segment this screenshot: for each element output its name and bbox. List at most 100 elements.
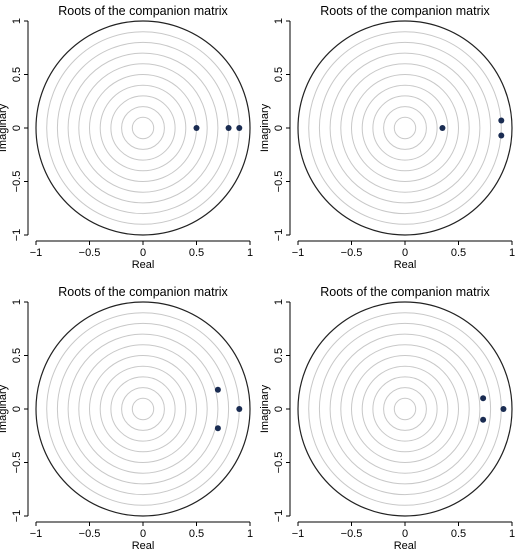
y-tick-label: −1 [11, 229, 23, 242]
root-point [214, 386, 221, 393]
root-point [500, 406, 507, 412]
x-tick-label: −0.5 [79, 528, 101, 540]
grid-circle [121, 387, 165, 431]
x-tick-label: 0 [402, 247, 408, 259]
root-point [193, 125, 200, 131]
root-point [498, 117, 505, 124]
grid-circle [393, 116, 417, 140]
unit-circle [297, 301, 513, 517]
grid-circle [110, 95, 176, 161]
y-axis-label: Imaginary [0, 384, 9, 433]
grid-circle [372, 95, 438, 161]
grid-circle [67, 333, 219, 485]
grid-circle [329, 333, 481, 485]
x-tick-label: 1 [509, 247, 515, 259]
x-tick-label: 0.5 [451, 528, 466, 540]
root-point [439, 125, 446, 131]
grid-circle [340, 344, 470, 474]
x-tick-label: −0.5 [341, 247, 363, 259]
y-tick-label: 1 [273, 18, 285, 24]
grid-circle [121, 106, 165, 150]
x-tick-label: 0.5 [451, 247, 466, 259]
grid-circle [56, 41, 230, 215]
root-point [480, 395, 487, 402]
y-tick-label: 0.5 [11, 67, 23, 82]
grid-circle [329, 52, 481, 204]
chart-panel-4: Roots of the companion matrix −1 −1 −0.5 −0.… [259, 285, 515, 552]
grid-circle [340, 63, 470, 193]
x-tick-label: −1 [30, 247, 43, 259]
grid-circle [361, 365, 449, 453]
grid-circle [110, 376, 176, 442]
grid-circle [78, 63, 208, 193]
x-axis-label: Real [132, 540, 155, 550]
x-tick-label: 0 [140, 528, 146, 540]
grid-circle [99, 365, 187, 453]
y-tick-label: 0 [273, 406, 285, 412]
chart-panel-3: Roots of the companion matrix −1 −1 −0.5 −0.… [0, 285, 253, 552]
x-tick-label: 1 [247, 247, 253, 259]
x-tick-label: −1 [30, 528, 43, 540]
chart-title: Roots of the companion matrix [320, 4, 490, 18]
grid-circle [131, 116, 155, 140]
y-tick-label: −0.5 [11, 171, 23, 193]
root-point [225, 125, 232, 131]
y-tick-label: 0 [11, 125, 23, 131]
y-tick-label: −0.5 [273, 452, 285, 474]
y-tick-label: −1 [273, 229, 285, 242]
chart-panel-2: Roots of the companion matrix −1 −1 −0.5 −0.… [259, 4, 515, 271]
y-tick-label: 0 [11, 406, 23, 412]
x-axis-label: Real [394, 540, 417, 550]
y-tick-label: 1 [11, 299, 23, 305]
y-tick-label: −0.5 [273, 171, 285, 193]
y-axis-label: Imaginary [259, 103, 271, 152]
grid-circle [318, 41, 492, 215]
x-tick-label: 0 [402, 528, 408, 540]
grid-circle [46, 312, 240, 506]
unit-circle [297, 20, 513, 236]
y-tick-label: 0.5 [273, 348, 285, 363]
chart-title: Roots of the companion matrix [58, 285, 228, 299]
y-tick-label: 0 [273, 125, 285, 131]
grid-circle [46, 31, 240, 225]
grid-circle [67, 52, 219, 204]
y-axis-label: Imaginary [259, 384, 271, 433]
y-tick-label: −0.5 [11, 452, 23, 474]
unit-circle [35, 301, 251, 517]
grid-circle [351, 74, 459, 182]
x-tick-label: 0.5 [189, 247, 204, 259]
x-tick-label: 0.5 [189, 528, 204, 540]
root-point [480, 416, 487, 423]
x-axis-label: Real [132, 259, 155, 271]
y-tick-label: −1 [273, 510, 285, 523]
x-tick-label: −1 [292, 528, 305, 540]
grid-circle [89, 74, 197, 182]
chart-panel-1: Roots of the companion matrix −1 −1 −0.5 −0.… [0, 4, 253, 271]
y-tick-label: 0.5 [11, 348, 23, 363]
x-tick-label: 0 [140, 247, 146, 259]
x-tick-label: 1 [509, 528, 515, 540]
grid-circle [308, 31, 502, 225]
grid-circle [393, 397, 417, 421]
root-point [236, 125, 243, 131]
x-tick-label: −0.5 [341, 528, 363, 540]
grid-circle [351, 355, 459, 463]
y-tick-label: 1 [11, 18, 23, 24]
grid-circle [383, 106, 427, 150]
grid-circle [383, 387, 427, 431]
grid-circle [308, 312, 502, 506]
grid-circle [56, 322, 230, 496]
x-tick-label: 1 [247, 528, 253, 540]
chart-title: Roots of the companion matrix [320, 285, 490, 299]
y-tick-label: 0.5 [273, 67, 285, 82]
root-point [498, 132, 505, 139]
y-tick-label: −1 [11, 510, 23, 523]
grid-circle [78, 344, 208, 474]
grid-circle [89, 355, 197, 463]
grid-circle [131, 397, 155, 421]
root-point [236, 406, 243, 412]
root-point [214, 425, 221, 432]
x-tick-label: −0.5 [79, 247, 101, 259]
